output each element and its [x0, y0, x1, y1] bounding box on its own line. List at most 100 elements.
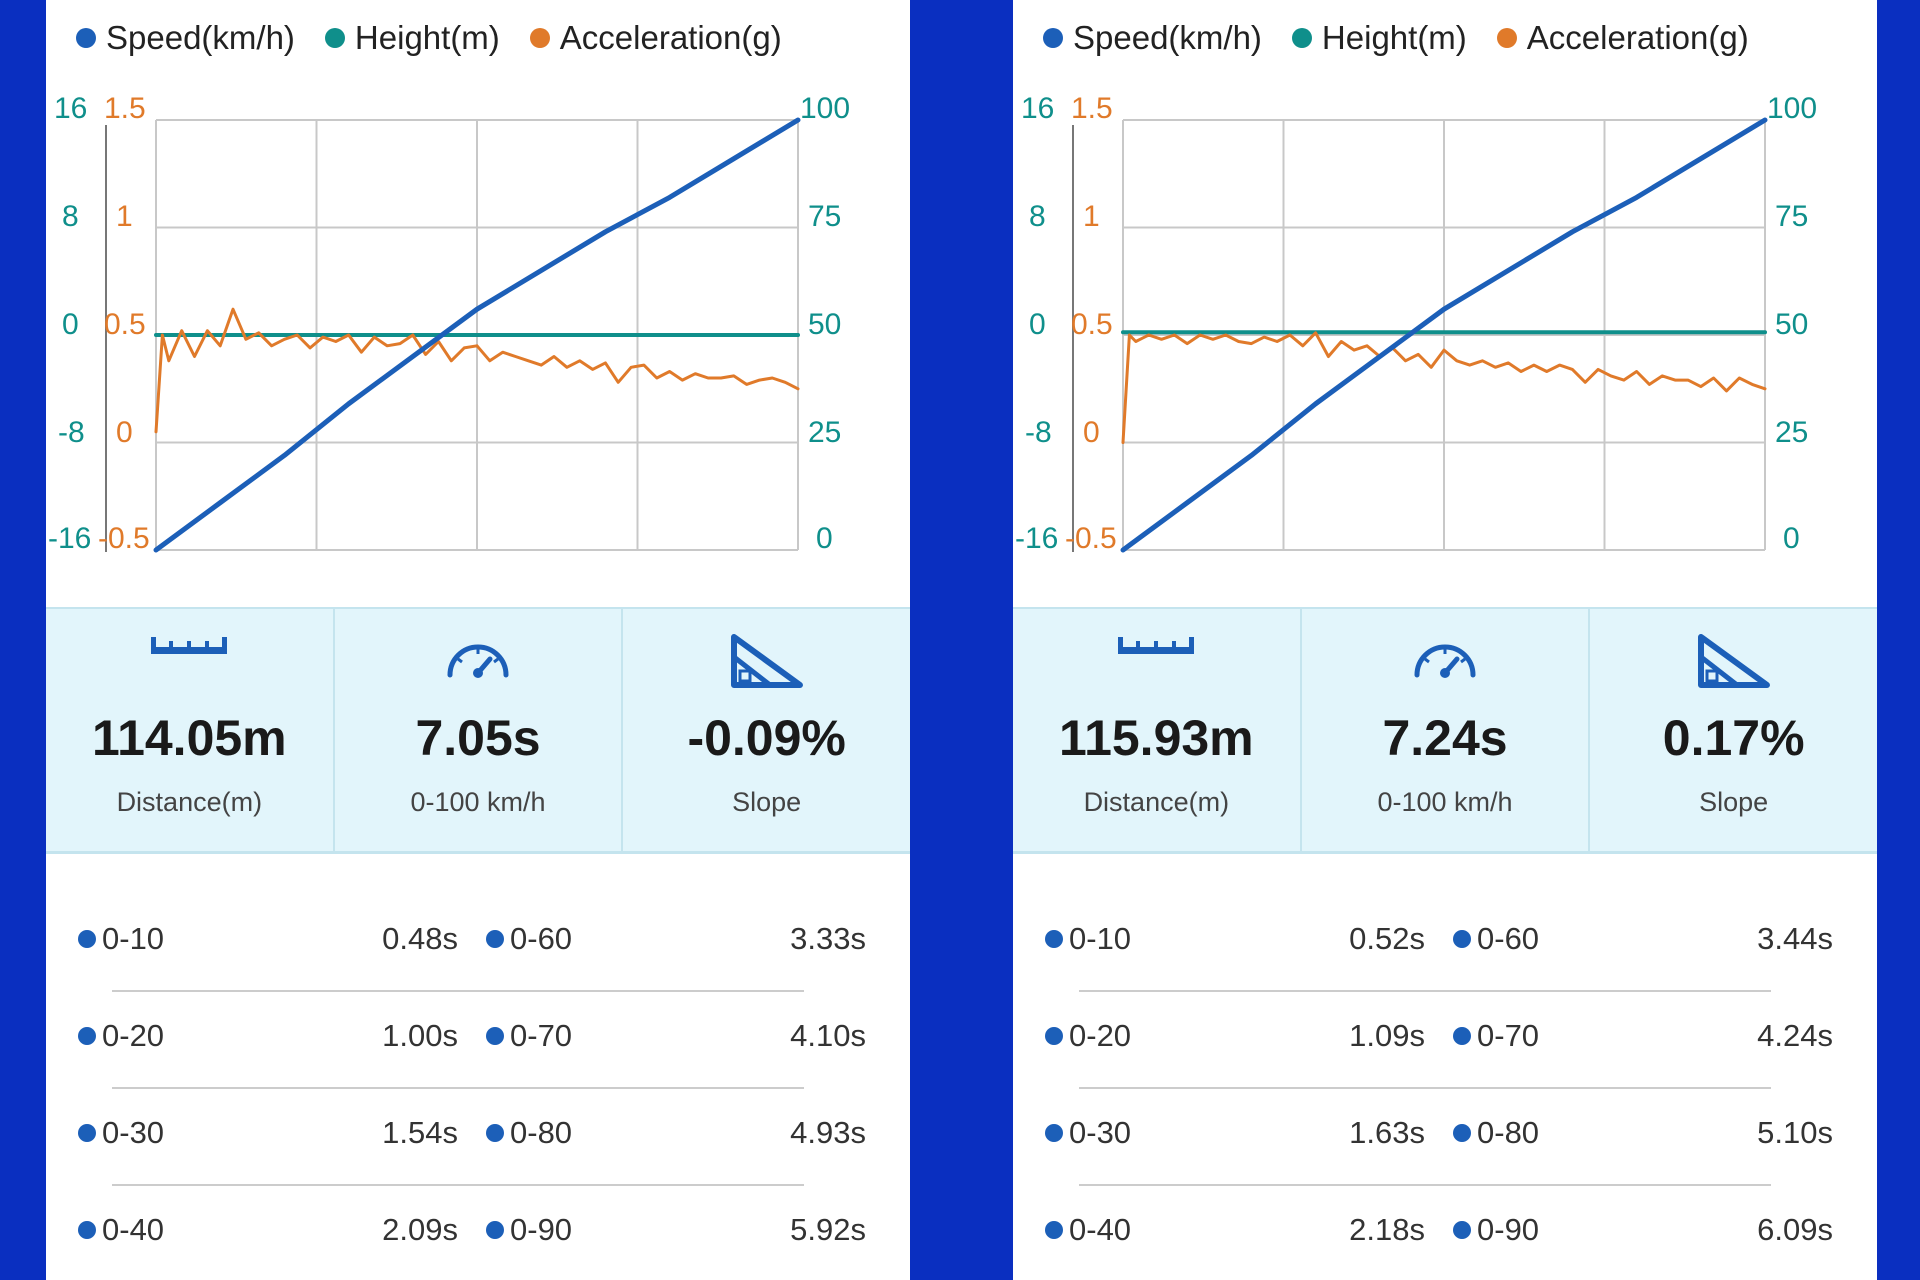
- split-row: 0-20 1.09s 0-70 4.24s: [1013, 992, 1877, 1089]
- speed-tick: 0: [1783, 522, 1800, 555]
- acceleration-tick: 0: [116, 416, 133, 449]
- split-time: 5.10s: [1757, 1115, 1833, 1150]
- acceleration-tick: 0: [1083, 416, 1100, 449]
- split-divider: [112, 1184, 804, 1186]
- split-row: 0-10 0.48s 0-60 3.33s: [46, 895, 910, 992]
- distance-stat: 115.93m Distance(m): [1013, 609, 1300, 851]
- result-panel-left: Speed(km/h) Height(m) Acceleration(g) 16…: [46, 0, 910, 1280]
- split-divider: [1079, 990, 1771, 992]
- height-tick: 16: [54, 92, 87, 125]
- split-dot: [78, 1124, 96, 1142]
- acceleration-tick: 1.5: [1071, 92, 1113, 125]
- split-divider: [112, 1087, 804, 1089]
- split-divider: [1079, 1184, 1771, 1186]
- split-label: 0-20: [1045, 1016, 1131, 1056]
- split-label: 0-90: [486, 1210, 572, 1250]
- stats-bar: 115.93m Distance(m) 7.24s 0-100 km/h 0.1…: [1013, 607, 1877, 854]
- legend-label: Acceleration(g): [559, 19, 782, 56]
- acceleration-tick: 1: [1083, 200, 1100, 233]
- time-label: 0-100 km/h: [1377, 787, 1513, 817]
- split-label-text: 0-60: [510, 921, 573, 956]
- speed-tick: 50: [808, 308, 841, 341]
- chart-legend: Speed(km/h) Height(m) Acceleration(g): [76, 18, 812, 58]
- split-label: 0-20: [78, 1016, 164, 1056]
- legend-item-acceleration[interactable]: Acceleration(g): [529, 19, 782, 57]
- split-dot: [486, 1221, 504, 1239]
- legend-item-height[interactable]: Height(m): [1291, 19, 1467, 57]
- split-label-text: 0-60: [1477, 921, 1540, 956]
- legend-label: Acceleration(g): [1526, 19, 1749, 56]
- speed-tick: 25: [808, 416, 841, 449]
- split-label: 0-10: [1045, 919, 1131, 959]
- slope-value: -0.09%: [687, 710, 846, 766]
- legend-dot: [1496, 28, 1517, 48]
- slope-value: 0.17%: [1662, 710, 1805, 766]
- split-time: 2.18s: [1349, 1212, 1425, 1247]
- split-time: 1.54s: [382, 1115, 458, 1150]
- split-label: 0-10: [78, 919, 164, 959]
- split-time: 1.09s: [1349, 1018, 1425, 1053]
- legend-item-speed[interactable]: Speed(km/h): [1043, 19, 1262, 57]
- split-dot: [1453, 1221, 1471, 1239]
- speed-tick: 75: [808, 200, 841, 233]
- split-label-text: 0-40: [1069, 1212, 1132, 1247]
- legend-item-acceleration[interactable]: Acceleration(g): [1496, 19, 1749, 57]
- split-dot: [1453, 1124, 1471, 1142]
- speedometer-icon: [1414, 644, 1476, 678]
- split-dot: [486, 1027, 504, 1045]
- split-dot: [1453, 930, 1471, 948]
- acceleration-line: [154, 307, 800, 434]
- split-dot: [78, 1221, 96, 1239]
- legend-dot: [1291, 28, 1312, 48]
- split-label: 0-30: [78, 1113, 164, 1153]
- split-dot: [78, 930, 96, 948]
- legend-label: Speed(km/h): [106, 19, 295, 56]
- speed-tick: 50: [1775, 308, 1808, 341]
- acceleration-tick: 0.5: [1071, 308, 1113, 341]
- legend-dot: [76, 28, 96, 48]
- split-dot: [486, 1124, 504, 1142]
- split-label: 0-80: [486, 1113, 572, 1153]
- chart-legend: Speed(km/h) Height(m) Acceleration(g): [1043, 18, 1779, 58]
- split-label-text: 0-10: [102, 921, 165, 956]
- split-time: 3.33s: [790, 921, 866, 956]
- split-label-text: 0-70: [1477, 1018, 1540, 1053]
- distance-value: 114.05m: [92, 710, 287, 766]
- legend-label: Height(m): [1321, 19, 1467, 56]
- split-label-text: 0-80: [510, 1115, 573, 1150]
- legend-item-height[interactable]: Height(m): [324, 19, 500, 57]
- split-label-text: 0-90: [510, 1212, 573, 1247]
- split-label-text: 0-30: [102, 1115, 165, 1150]
- acceleration-tick: -0.5: [1065, 522, 1117, 555]
- slope-label: Slope: [1699, 787, 1769, 817]
- height-tick: 8: [62, 200, 79, 233]
- legend-dot: [1043, 28, 1063, 48]
- legend-dot: [529, 28, 550, 48]
- split-label-text: 0-20: [1069, 1018, 1132, 1053]
- split-label-text: 0-40: [102, 1212, 165, 1247]
- split-label: 0-40: [1045, 1210, 1131, 1250]
- split-time: 1.63s: [1349, 1115, 1425, 1150]
- split-time: 4.10s: [790, 1018, 866, 1053]
- slope-icon: [1697, 634, 1770, 688]
- legend-item-speed[interactable]: Speed(km/h): [76, 19, 295, 57]
- distance-label: Distance(m): [1083, 787, 1230, 817]
- stats-bar: 114.05m Distance(m) 7.05s 0-100 km/h -0.…: [46, 607, 910, 854]
- performance-chart: 16 8 0 -8 -16 1.5 1 0.5 0 -0.5 100 75 50…: [1015, 92, 1817, 555]
- split-row: 0-40 2.09s 0-90 5.92s: [46, 1186, 910, 1280]
- height-tick: 0: [62, 308, 79, 341]
- split-label: 0-30: [1045, 1113, 1131, 1153]
- speed-tick: 100: [1767, 92, 1817, 125]
- split-label-text: 0-70: [510, 1018, 573, 1053]
- slope-stat: 0.17% Slope: [1588, 609, 1877, 851]
- height-tick: -8: [58, 416, 85, 449]
- split-dot: [1045, 1221, 1063, 1239]
- split-time: 4.24s: [1757, 1018, 1833, 1053]
- speed-tick: 100: [800, 92, 850, 125]
- time-value: 7.24s: [1382, 710, 1508, 766]
- split-label: 0-70: [486, 1016, 572, 1056]
- acceleration-line: [1121, 331, 1767, 444]
- split-dot: [1453, 1027, 1471, 1045]
- height-tick: 8: [1029, 200, 1046, 233]
- split-row: 0-30 1.54s 0-80 4.93s: [46, 1089, 910, 1186]
